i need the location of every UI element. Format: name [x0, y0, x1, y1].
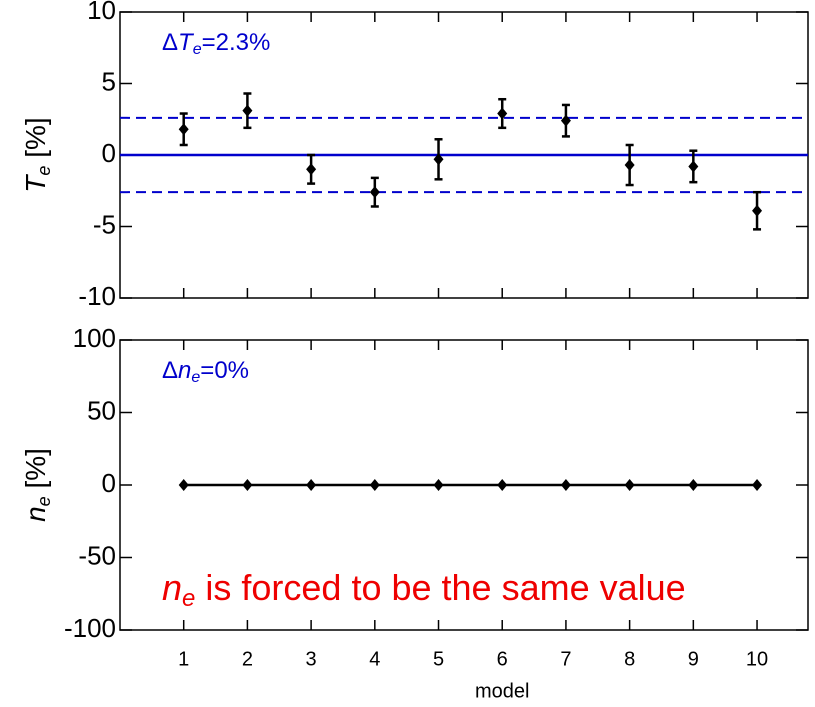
- x-tick-label: 9: [688, 648, 699, 670]
- point: [242, 479, 253, 491]
- text-part: e: [34, 496, 54, 506]
- point: [369, 186, 380, 199]
- point: [306, 163, 317, 176]
- x-tick-label: 8: [624, 648, 635, 670]
- x-tick-label: 4: [369, 648, 380, 670]
- text-part: =0%: [200, 357, 249, 384]
- rich-text: Te [%]: [20, 117, 53, 192]
- y-tick-label: 10: [87, 0, 116, 25]
- y-tick-label: 50: [87, 395, 116, 425]
- point: [624, 159, 635, 172]
- point: [497, 479, 508, 491]
- point: [178, 123, 189, 136]
- x-tick-label: 10: [746, 648, 768, 670]
- text-part: =2.3%: [202, 29, 271, 56]
- point: [433, 153, 444, 166]
- point: [369, 479, 380, 491]
- point: [624, 479, 635, 491]
- text-part: [%]: [20, 117, 51, 165]
- rich-text: Δne=0%: [162, 357, 249, 386]
- text-part: Δ: [162, 357, 178, 384]
- x-tick-label: 1: [178, 648, 189, 670]
- y-tick-label: -5: [93, 209, 116, 239]
- y-tick-label: -50: [78, 540, 116, 570]
- text-part: e: [182, 585, 195, 612]
- x-tick-label: 7: [560, 648, 571, 670]
- point: [688, 160, 699, 173]
- x-tick-label: 6: [497, 648, 508, 670]
- point: [688, 479, 699, 491]
- point: [242, 104, 253, 117]
- text-part: Δ: [162, 29, 178, 56]
- y-tick-label: -10: [78, 281, 116, 311]
- rich-text: ne is forced to be the same value: [162, 567, 686, 613]
- x-tick-label: 5: [433, 648, 444, 670]
- y-tick-label: 5: [102, 66, 116, 96]
- text-part: n: [162, 567, 182, 608]
- text-part: n: [20, 506, 51, 522]
- text-part: T: [178, 29, 195, 56]
- y-tick-label: -100: [64, 613, 116, 643]
- point: [752, 204, 763, 217]
- point: [306, 479, 317, 491]
- text-part: T: [20, 174, 51, 193]
- point: [497, 107, 508, 120]
- point: [752, 479, 763, 491]
- point: [560, 114, 571, 127]
- y-tick-label: 100: [73, 323, 116, 353]
- point: [433, 479, 444, 491]
- text-part: e: [191, 369, 200, 386]
- point: [178, 479, 189, 491]
- rich-text: ΔTe=2.3%: [162, 29, 270, 58]
- y-tick-label: 0: [102, 468, 116, 498]
- point: [560, 479, 571, 491]
- text-part: e: [34, 166, 54, 176]
- text-part: e: [193, 41, 202, 58]
- y-tick-label: 0: [102, 138, 116, 168]
- text-part: is forced to be the same value: [195, 567, 685, 608]
- text-part: [%]: [20, 448, 51, 496]
- text-part: n: [178, 357, 191, 384]
- x-tick-label: 3: [306, 648, 317, 670]
- x-axis-label: model: [475, 680, 529, 702]
- rich-text: ne [%]: [20, 448, 53, 522]
- x-tick-label: 2: [242, 648, 253, 670]
